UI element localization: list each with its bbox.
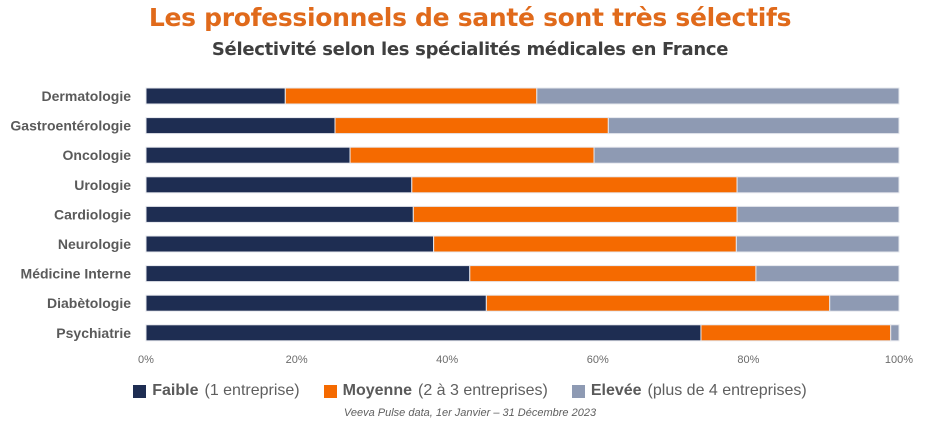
x-tick-label: 40% (436, 354, 458, 366)
bar-gastroenterologie-faible (145, 117, 336, 135)
legend: Faible (1 entreprise) Moyenne (2 à 3 ent… (0, 382, 940, 400)
bar-medicine-interne-elevee (755, 265, 900, 283)
x-tick-label: 100% (885, 354, 913, 366)
category-label-oncologie: Oncologie (63, 147, 132, 163)
category-label-gastroenterologie: Gastroentérologie (10, 118, 131, 134)
bar-diabetologie-moyenne (485, 294, 831, 312)
bar-oncologie-elevee (593, 146, 900, 164)
bar-neurologie-moyenne (433, 235, 737, 253)
bar-diabetologie-elevee (829, 294, 900, 312)
bar-cardiologie-elevee (736, 205, 900, 223)
source-note: Veeva Pulse data, 1er Janvier – 31 Décem… (343, 407, 597, 419)
bar-neurologie-elevee (735, 235, 900, 253)
bar-psychiatrie-elevee (890, 324, 900, 342)
legend-detail: (2 à 3 entreprises) (417, 382, 548, 399)
category-label-urologie: Urologie (74, 177, 131, 193)
bar-oncologie-faible (145, 146, 351, 164)
legend-swatch-elevee (571, 384, 585, 398)
bar-medicine-interne-moyenne (469, 265, 757, 283)
legend-item-moyenne: Moyenne (2 à 3 entreprises) (323, 382, 548, 400)
x-tick-label: 60% (587, 354, 609, 366)
bar-dermatologie-moyenne (284, 87, 538, 105)
x-tick-label: 80% (737, 354, 759, 366)
bar-diabetologie-faible (145, 294, 487, 312)
legend-item-elevee: Elevée (plus de 4 entreprises) (571, 382, 807, 400)
legend-name: Faible (152, 382, 199, 399)
bar-dermatologie-elevee (536, 87, 900, 105)
x-tick-label: 20% (286, 354, 308, 366)
category-label-medicine-interne: Médicine Interne (21, 266, 132, 282)
legend-detail: (plus de 4 entreprises) (647, 382, 807, 399)
category-label-neurologie: Neurologie (58, 236, 131, 252)
bars (145, 87, 900, 342)
bar-urologie-moyenne (411, 176, 738, 194)
category-label-cardiologie: Cardiologie (54, 206, 131, 222)
value-axis: 0% 20% 40% 60% 80% 100% (138, 354, 913, 366)
bar-psychiatrie-moyenne (700, 324, 892, 342)
bar-gastroenterologie-moyenne (334, 117, 609, 135)
chart-subtitle: Sélectivité selon les spécialités médica… (211, 39, 729, 60)
category-label-diabetologie: Diabètologie (47, 295, 131, 311)
bar-urologie-faible (145, 176, 413, 194)
legend-name: Moyenne (342, 382, 412, 399)
category-label-dermatologie: Dermatologie (42, 88, 132, 104)
bar-oncologie-moyenne (349, 146, 595, 164)
x-tick-label: 0% (138, 354, 154, 366)
bar-medicine-interne-faible (145, 265, 471, 283)
category-label-psychiatrie: Psychiatrie (56, 325, 131, 341)
bar-cardiologie-faible (145, 205, 414, 223)
bar-urologie-elevee (736, 176, 900, 194)
legend-item-faible: Faible (1 entreprise) (133, 382, 300, 400)
legend-swatch-moyenne (323, 384, 337, 398)
legend-swatch-faible (133, 384, 147, 398)
bar-dermatologie-faible (145, 87, 286, 105)
legend-name: Elevée (590, 382, 642, 399)
chart-title: Les professionnels de santé sont très sé… (148, 3, 792, 32)
bar-cardiologie-moyenne (412, 205, 738, 223)
bar-neurologie-faible (145, 235, 435, 253)
legend-detail: (1 entreprise) (204, 382, 300, 399)
bar-gastroenterologie-elevee (607, 117, 900, 135)
category-axis: Dermatologie Gastroentérologie Oncologie Ur… (10, 88, 131, 341)
bar-psychiatrie-faible (145, 324, 702, 342)
